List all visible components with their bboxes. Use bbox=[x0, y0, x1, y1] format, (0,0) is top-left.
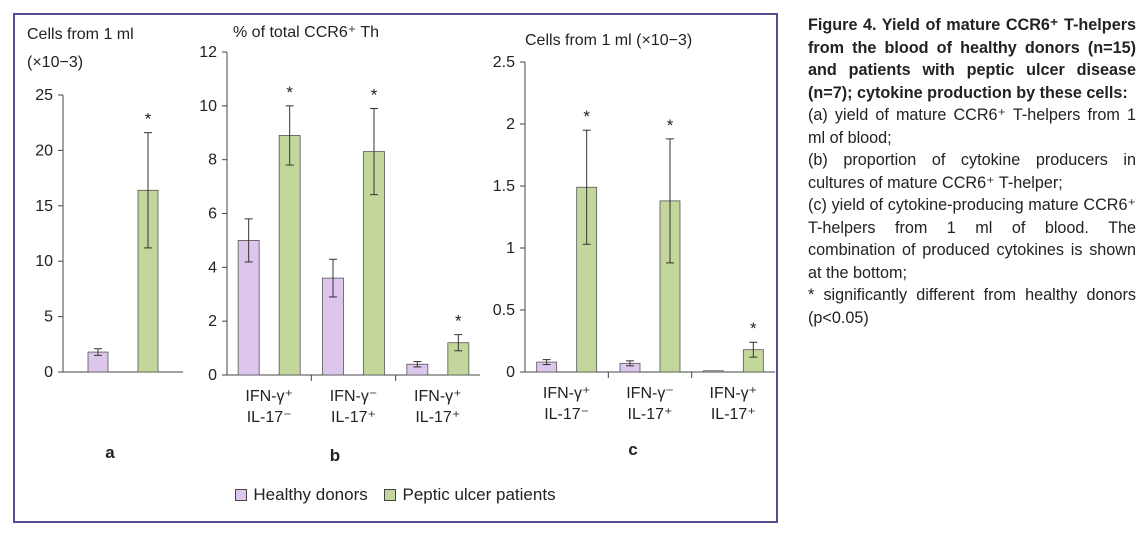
caption-title: Figure 4. Yield of mature CCR6⁺ T-helper… bbox=[808, 16, 1136, 102]
legend-item-healthy: Healthy donors bbox=[235, 485, 368, 505]
bar bbox=[278, 135, 301, 376]
y-tick-label: 4 bbox=[208, 259, 217, 276]
legend-swatch-healthy bbox=[235, 489, 248, 501]
bar bbox=[702, 370, 724, 373]
x-category-label: IFN-γ⁺ bbox=[710, 385, 758, 402]
x-category-label: IL-17⁻ bbox=[544, 406, 589, 423]
y-tick-label: 0 bbox=[506, 364, 515, 381]
significance-star: * bbox=[667, 116, 674, 135]
panel-label: b bbox=[330, 446, 340, 465]
y-axis-title: % of total CCR6⁺ Th bbox=[233, 24, 379, 41]
legend-label-healthy: Healthy donors bbox=[253, 485, 368, 504]
caption-line-a: (a) yield of mature CCR6⁺ T-helpers from… bbox=[808, 106, 1136, 147]
legend-label-ulcer: Peptic ulcer patients bbox=[402, 485, 556, 504]
x-category-label: IL-17⁺ bbox=[415, 409, 460, 426]
legend-item-ulcer: Peptic ulcer patients bbox=[384, 485, 556, 505]
y-tick-label: 12 bbox=[199, 44, 217, 61]
y-tick-label: 2.5 bbox=[493, 54, 515, 71]
x-category-label: IL-17⁺ bbox=[711, 406, 756, 423]
caption-line-note: * significantly different from healthy d… bbox=[808, 286, 1136, 327]
y-axis-title: (×10−3) bbox=[27, 54, 83, 71]
x-category-label: IFN-γ⁺ bbox=[245, 388, 293, 405]
significance-star: * bbox=[371, 86, 378, 105]
y-tick-label: 20 bbox=[35, 142, 53, 159]
significance-star: * bbox=[286, 83, 293, 102]
y-tick-label: 2 bbox=[208, 313, 217, 330]
panel-label: a bbox=[105, 443, 115, 462]
significance-star: * bbox=[455, 312, 462, 331]
legend: Healthy donors Peptic ulcer patients bbox=[15, 485, 776, 506]
x-category-label: IFN-γ⁻ bbox=[626, 385, 674, 402]
caption-line-b: (b) proportion of cytokine producers in … bbox=[808, 151, 1136, 192]
figure-frame: Cells from 1 ml (×10−3) 0 5 10 15 20 25 * a% of t… bbox=[13, 13, 778, 523]
significance-star: * bbox=[145, 110, 152, 129]
y-tick-label: 10 bbox=[35, 253, 53, 270]
y-axis-title: Cells from 1 ml (×10−3) bbox=[525, 32, 692, 49]
y-tick-label: 10 bbox=[199, 98, 217, 115]
y-tick-label: 1.5 bbox=[493, 178, 515, 195]
y-tick-label: 6 bbox=[208, 206, 217, 223]
figure-caption: Figure 4. Yield of mature CCR6⁺ T-helper… bbox=[808, 14, 1136, 329]
x-category-label: IFN-γ⁺ bbox=[543, 385, 591, 402]
x-category-label: IL-17⁻ bbox=[247, 409, 292, 426]
x-category-label: IFN-γ⁻ bbox=[330, 388, 378, 405]
y-tick-label: 8 bbox=[208, 152, 217, 169]
y-tick-label: 25 bbox=[35, 87, 53, 104]
y-tick-label: 15 bbox=[35, 198, 53, 215]
significance-star: * bbox=[750, 319, 757, 338]
x-category-label: IL-17⁺ bbox=[331, 409, 376, 426]
x-category-label: IFN-γ⁺ bbox=[414, 388, 462, 405]
y-tick-label: 1 bbox=[506, 240, 515, 257]
significance-star: * bbox=[583, 107, 590, 126]
y-tick-label: 0 bbox=[44, 364, 53, 381]
y-tick-label: 0 bbox=[208, 367, 217, 384]
y-axis-title: Cells from 1 ml bbox=[27, 26, 134, 43]
y-tick-label: 0.5 bbox=[493, 302, 515, 319]
legend-swatch-ulcer bbox=[384, 489, 397, 501]
caption-line-c: (c) yield of cytokine-producing mature C… bbox=[808, 196, 1136, 282]
x-category-label: IL-17⁺ bbox=[628, 406, 673, 423]
y-tick-label: 5 bbox=[44, 309, 53, 326]
y-tick-label: 2 bbox=[506, 116, 515, 133]
panel-label: c bbox=[628, 440, 637, 459]
